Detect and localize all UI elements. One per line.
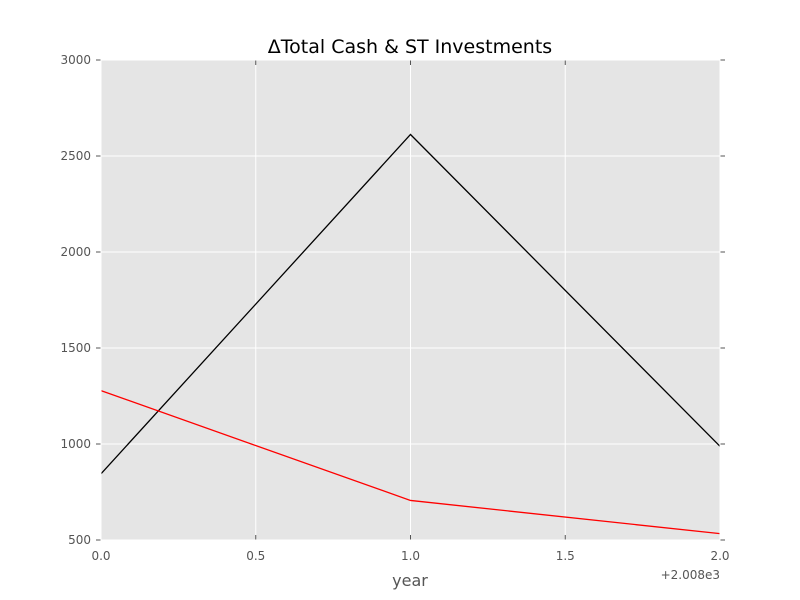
plot-frame — [100, 59, 721, 541]
x-tick-label: 1.5 — [556, 549, 575, 563]
y-tick-label: 2500 — [60, 149, 91, 163]
series-line-1 — [100, 133, 721, 475]
y-tick-label: 3000 — [60, 53, 91, 67]
y-tick-label: 1500 — [60, 341, 91, 355]
series-line-2 — [100, 390, 721, 535]
x-offset-label: +2.008e3 — [661, 568, 720, 582]
y-tick-label: 2000 — [60, 245, 91, 259]
x-tick-label: 2.0 — [710, 549, 729, 563]
x-tick-label: 1.0 — [401, 549, 420, 563]
chart-title: ΔTotal Cash & ST Investments — [268, 36, 552, 58]
x-tick-label: 0.0 — [91, 549, 110, 563]
x-axis-label: year — [392, 571, 428, 590]
series-group — [100, 133, 721, 535]
y-tick-label: 500 — [68, 533, 91, 547]
x-tick-label: 0.5 — [246, 549, 265, 563]
y-tick-label: 1000 — [60, 437, 91, 451]
axis-ticks: 0.0 0.5 1.0 1.5 2.0 500 1000 1500 2000 2500 3000 — [60, 53, 729, 563]
